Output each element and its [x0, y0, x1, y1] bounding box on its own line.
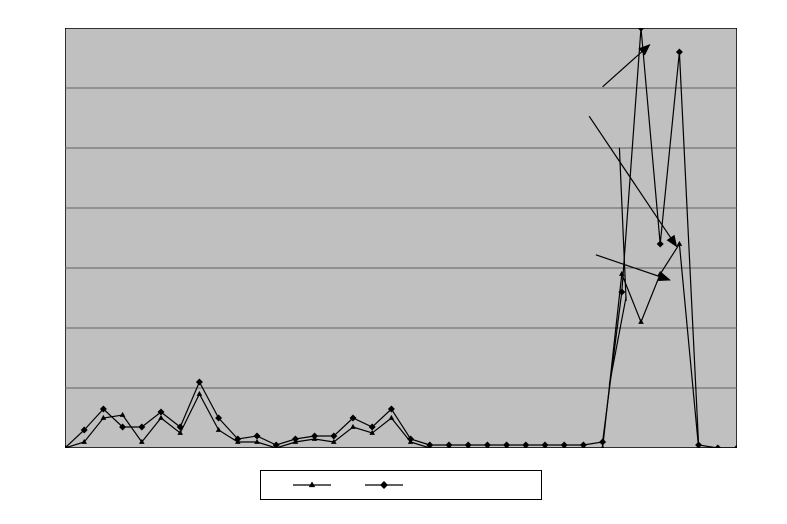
chart-svg: [65, 28, 737, 448]
legend-swatch-triangle: [291, 478, 333, 492]
legend: [260, 470, 542, 500]
chart-container: [65, 28, 737, 448]
legend-item-series-a: [291, 478, 333, 492]
legend-item-series-b: [363, 478, 405, 492]
legend-swatch-diamond: [363, 478, 405, 492]
